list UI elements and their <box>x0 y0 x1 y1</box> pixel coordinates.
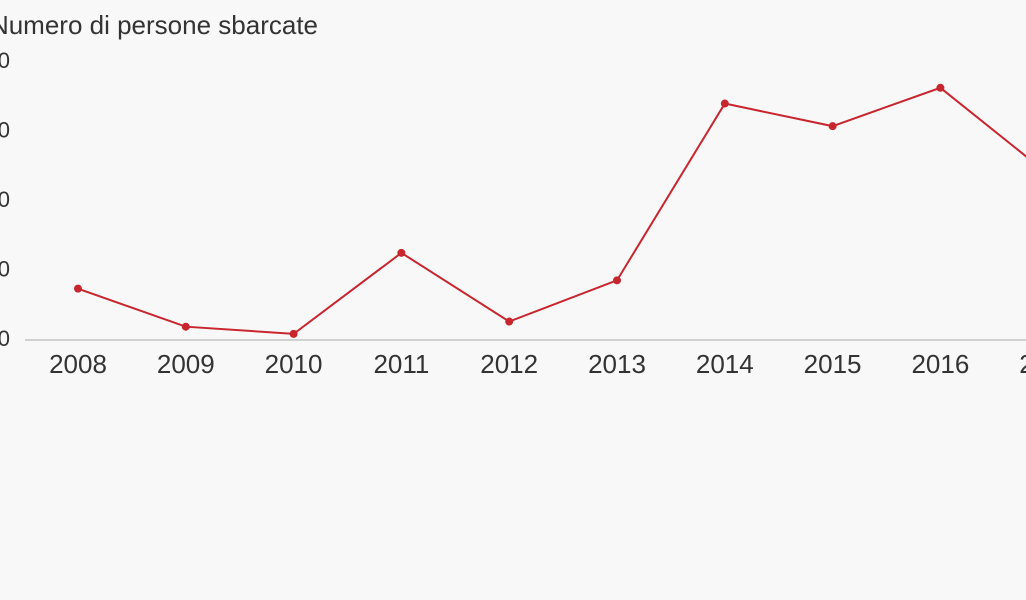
x-tick-label: 2014 <box>696 349 754 379</box>
x-tick-label: 2012 <box>480 349 538 379</box>
point <box>505 317 514 326</box>
point <box>181 322 190 331</box>
line <box>77 86 1026 335</box>
point <box>74 284 82 293</box>
chart-title: Numero di persone sbarcate <box>0 10 318 40</box>
point <box>720 99 729 108</box>
x-tick-label: 2009 <box>157 349 215 379</box>
x-tick-label: 2008 <box>49 349 107 379</box>
x-tick-label: 2017 <box>1019 349 1026 379</box>
x-tick-label: 2016 <box>911 349 969 379</box>
y-tick-label: 150.000 <box>0 117 10 142</box>
x-tick-label: 2011 <box>373 349 429 379</box>
y-tick-label: 200.000 <box>0 48 10 73</box>
y-tick-label: 100.000 <box>0 187 10 212</box>
y-tick-label: 50.000 <box>0 256 10 281</box>
point <box>613 276 621 285</box>
point <box>397 248 406 257</box>
x-tick-label: 2013 <box>588 349 646 379</box>
y-tick-label: 0 <box>0 326 10 351</box>
x-tick-label: 2010 <box>265 349 323 379</box>
point <box>289 329 298 338</box>
x-tick-label: 2015 <box>804 349 862 379</box>
point <box>828 122 837 131</box>
point <box>936 83 945 92</box>
